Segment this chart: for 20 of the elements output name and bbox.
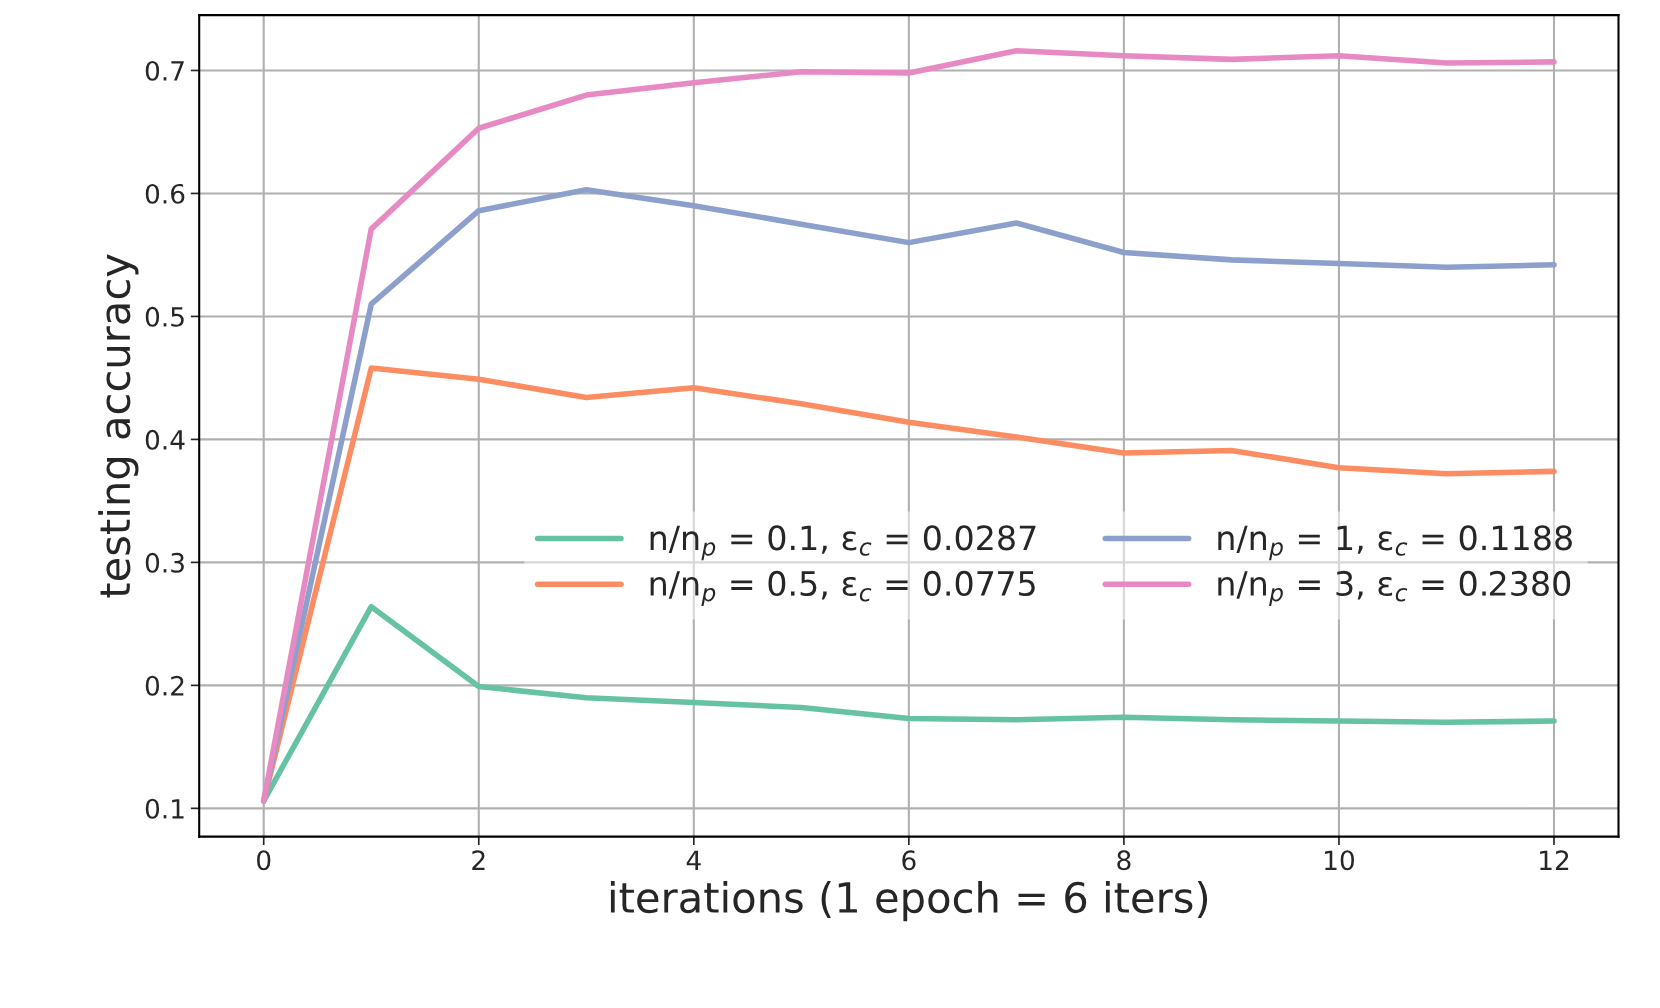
y-tick-label: 0.4 xyxy=(145,429,185,450)
legend-label: n/n$_{p}$ = 0.1, ε$_{c}$ = 0.0287 xyxy=(650,525,1036,561)
y-tick-label: 0.7 xyxy=(145,60,184,81)
x-tick-label: 0 xyxy=(257,850,271,871)
x-tick-label: 2 xyxy=(472,850,485,870)
y-tick-label: 0.2 xyxy=(145,675,184,696)
legend-label: n/n$_{p}$ = 3, ε$_{c}$ = 0.2380 xyxy=(1218,570,1571,606)
x-tick-label: 12 xyxy=(1540,850,1569,870)
x-tick-label: 8 xyxy=(1117,850,1131,871)
y-tick-label: 0.3 xyxy=(145,552,184,573)
legend-label: n/n$_{p}$ = 0.5, ε$_{c}$ = 0.0775 xyxy=(650,570,1035,606)
x-tick-label: 4 xyxy=(686,850,701,870)
y-tick-label: 0.1 xyxy=(145,798,184,819)
y-tick-label: 0.6 xyxy=(145,183,185,204)
x-axis-title: iterations (1 epoch = 6 iters) xyxy=(610,880,1208,922)
x-tick-label: 6 xyxy=(902,850,916,871)
legend-label: n/n$_{p}$ = 1, ε$_{c}$ = 0.1188 xyxy=(1218,525,1572,561)
x-tick-label: 10 xyxy=(1325,850,1354,871)
y-tick-label: 0.5 xyxy=(145,306,184,327)
y-axis-title: testing accuracy xyxy=(98,254,139,598)
